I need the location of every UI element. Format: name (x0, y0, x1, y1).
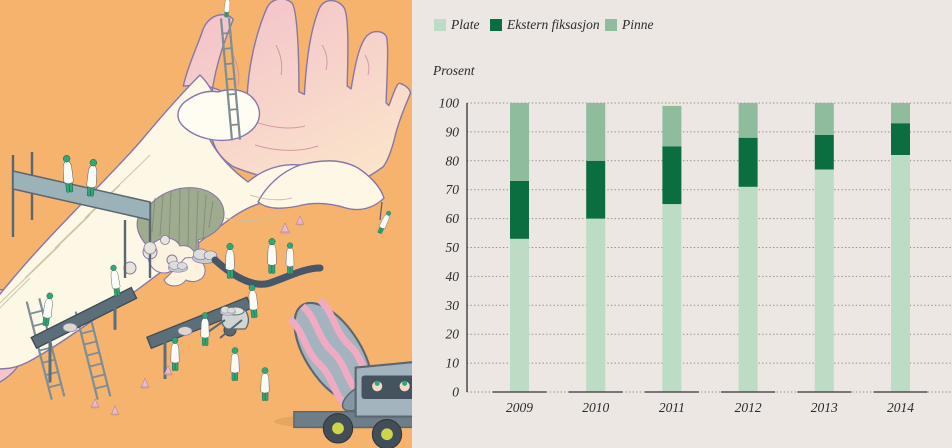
svg-text:0: 0 (452, 385, 459, 400)
svg-text:2010: 2010 (582, 400, 609, 415)
svg-text:2014: 2014 (887, 400, 914, 415)
svg-text:50: 50 (446, 240, 460, 255)
svg-text:80: 80 (446, 153, 460, 168)
svg-text:90: 90 (446, 124, 460, 139)
svg-text:40: 40 (446, 269, 460, 284)
svg-text:100: 100 (439, 96, 460, 111)
svg-text:20: 20 (446, 327, 460, 342)
svg-text:70: 70 (446, 182, 460, 197)
svg-text:2013: 2013 (811, 400, 838, 415)
svg-text:2012: 2012 (735, 400, 762, 415)
svg-text:2011: 2011 (659, 400, 685, 415)
svg-text:30: 30 (445, 298, 460, 313)
svg-text:10: 10 (446, 356, 460, 371)
svg-text:60: 60 (446, 211, 460, 226)
svg-text:2009: 2009 (506, 400, 533, 415)
